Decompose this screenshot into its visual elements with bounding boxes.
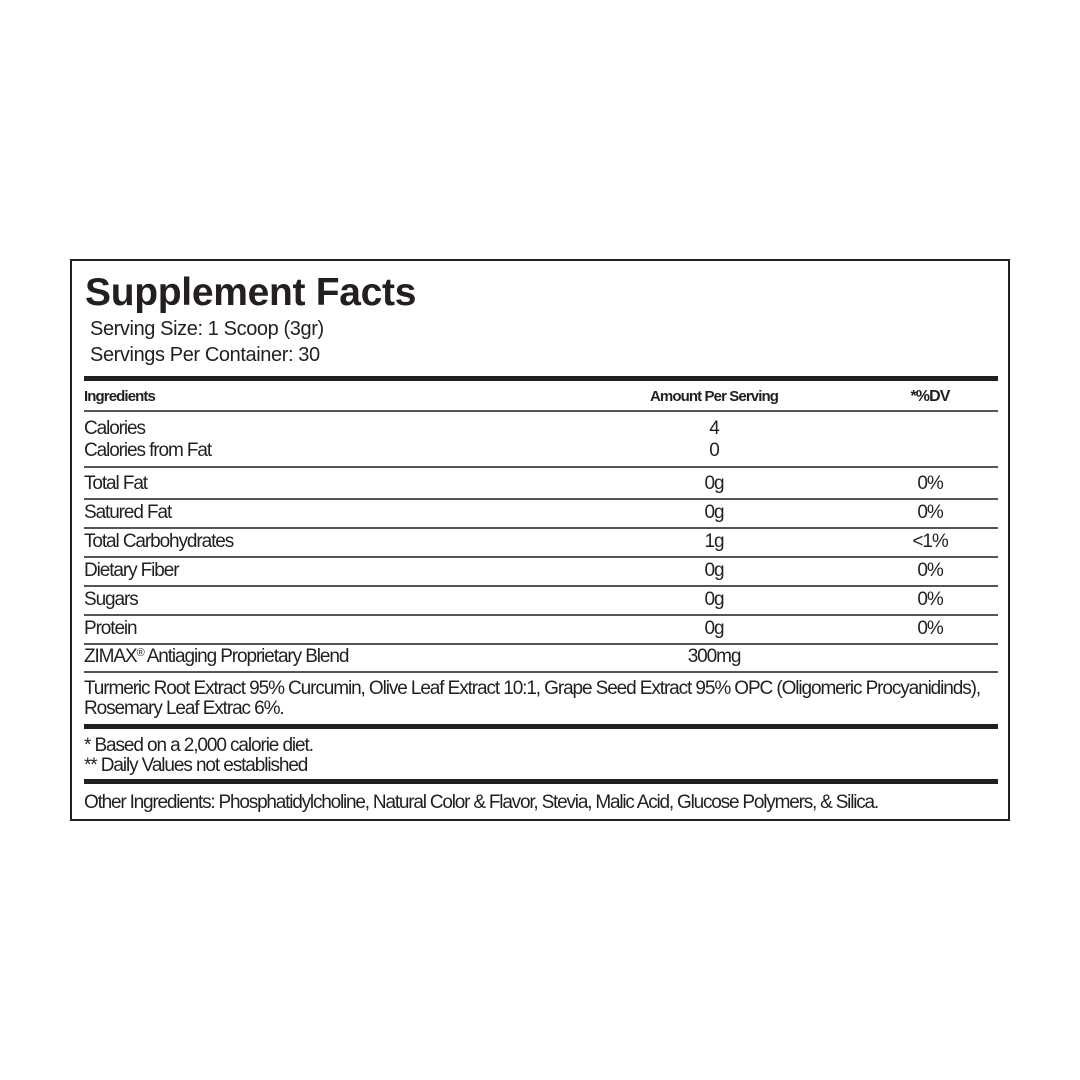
nutrient-row: Dietary Fiber 0g 0% bbox=[84, 560, 998, 582]
nutrient-row: Total Fat 0g 0% bbox=[84, 473, 998, 495]
panel-title: Supplement Facts bbox=[85, 271, 417, 314]
nutrient-dv: 0% bbox=[917, 618, 943, 639]
footnote: ** Daily Values not established bbox=[84, 755, 308, 776]
other-ingredients: Other Ingredients: Phosphatidylcholine, … bbox=[84, 792, 879, 813]
footnote: * Based on a 2,000 calorie diet. bbox=[84, 735, 314, 756]
blend-amount: 300mg bbox=[687, 646, 742, 667]
nutrient-amount: 0g bbox=[704, 589, 725, 610]
nutrient-name: Satured Fat bbox=[84, 502, 172, 523]
nutrient-name: Total Fat bbox=[84, 473, 148, 494]
nutrient-amount: 1g bbox=[704, 531, 725, 552]
divider bbox=[84, 498, 998, 500]
nutrient-name: Total Carbohydrates bbox=[84, 531, 234, 552]
divider bbox=[84, 643, 998, 645]
nutrient-row: Protein 0g 0% bbox=[84, 618, 998, 640]
header-dv: *%DV bbox=[910, 388, 950, 405]
nutrient-amount: 0g bbox=[704, 473, 725, 494]
nutrient-dv: <1% bbox=[912, 531, 948, 552]
blend-description: Turmeric Root Extract 95% Curcumin, Oliv… bbox=[84, 678, 981, 719]
nutrient-row: Sugars 0g 0% bbox=[84, 589, 998, 611]
nutrient-amount: 4 bbox=[709, 418, 720, 439]
nutrient-amount: 0g bbox=[704, 502, 725, 523]
divider bbox=[84, 527, 998, 529]
nutrient-name: Calories from Fat bbox=[84, 440, 212, 461]
blend-name: ZIMAX® Antiaging Proprietary Blend bbox=[84, 646, 349, 667]
serving-size: Serving Size: 1 Scoop (3gr) bbox=[90, 318, 324, 340]
servings-per-container: Servings Per Container: 30 bbox=[90, 344, 320, 366]
divider bbox=[84, 556, 998, 558]
nutrient-name: Dietary Fiber bbox=[84, 560, 180, 581]
nutrient-amount: 0 bbox=[709, 440, 720, 461]
divider bbox=[84, 724, 998, 729]
nutrient-dv: 0% bbox=[917, 589, 943, 610]
divider bbox=[84, 376, 998, 381]
divider bbox=[84, 466, 998, 468]
nutrient-dv: 0% bbox=[917, 473, 943, 494]
blend-row: ZIMAX® Antiaging Proprietary Blend 300mg bbox=[84, 646, 998, 668]
supplement-facts-panel: Supplement Facts Serving Size: 1 Scoop (… bbox=[70, 259, 1010, 821]
divider bbox=[84, 779, 998, 784]
nutrient-name: Protein bbox=[84, 618, 138, 639]
nutrient-dv: 0% bbox=[917, 502, 943, 523]
divider bbox=[84, 671, 998, 673]
nutrient-amount: 0g bbox=[704, 618, 725, 639]
calories-from-fat-row: Calories from Fat 0 bbox=[84, 440, 998, 462]
divider bbox=[84, 585, 998, 587]
divider bbox=[84, 410, 998, 412]
nutrient-amount: 0g bbox=[704, 560, 725, 581]
nutrient-name: Sugars bbox=[84, 589, 139, 610]
nutrient-row: Satured Fat 0g 0% bbox=[84, 502, 998, 524]
header-row: Ingredients Amount Per Serving *%DV bbox=[84, 388, 998, 410]
calories-row: Calories 4 bbox=[84, 418, 998, 440]
header-amount: Amount Per Serving bbox=[650, 388, 779, 405]
nutrient-row: Total Carbohydrates 1g <1% bbox=[84, 531, 998, 553]
header-ingredients: Ingredients bbox=[84, 388, 156, 405]
nutrient-name: Calories bbox=[84, 418, 146, 439]
nutrient-dv: 0% bbox=[917, 560, 943, 581]
divider bbox=[84, 614, 998, 616]
